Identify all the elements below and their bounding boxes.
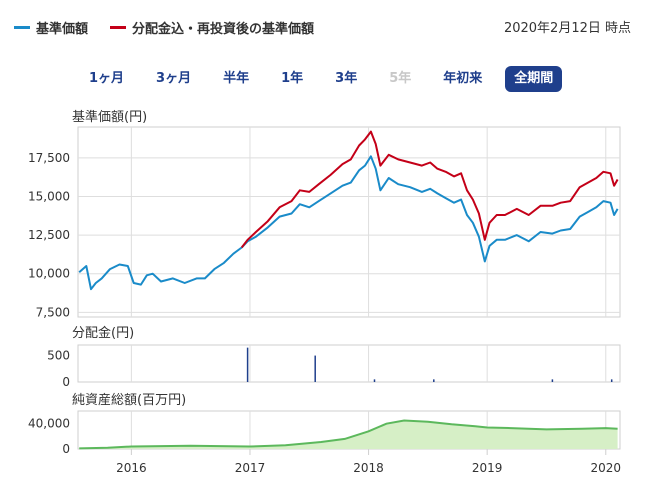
distribution-y-tick-label-1: 500 <box>47 349 70 363</box>
x-tick-label-2020: 2020 <box>590 461 621 475</box>
nav-y-tick-label-1: 10,000 <box>28 267 70 281</box>
distribution-bar-3 <box>433 379 435 382</box>
legend-swatch-reinvested <box>110 26 127 29</box>
assets-area-fill <box>79 420 618 449</box>
period-3-month-button[interactable]: 3ヶ月 <box>156 71 192 86</box>
nav-plot-frame <box>77 126 621 318</box>
nav-y-tick-label-2: 12,500 <box>28 228 70 242</box>
x-tick-label-2019: 2019 <box>472 461 503 475</box>
assets-area-line <box>79 419 618 450</box>
nav-panel-title: 基準価額(円) <box>72 110 148 125</box>
nav-series-line-1 <box>240 130 619 249</box>
period-selector: 1ヶ月 3ヶ月 半年 1年 3年 5年 年初来 全期間 <box>80 66 563 92</box>
period-half-year-button[interactable]: 半年 <box>223 71 250 86</box>
nav-y-tick-label-0: 7,500 <box>36 305 70 319</box>
legend-label-reinvested: 分配金込・再投資後の基準価額 <box>132 22 315 37</box>
nav-y-tick-label-3: 15,000 <box>28 190 70 204</box>
x-tick-label-2016: 2016 <box>116 461 147 475</box>
as-of-date: 2020年2月12日 時点 <box>503 21 631 36</box>
distribution-bar-2 <box>373 379 376 382</box>
assets-y-tick-label-1: 40,000 <box>28 417 70 431</box>
period-ytd-button[interactable]: 年初来 <box>443 71 483 86</box>
assets-panel-title: 純資産総額(百万円) <box>72 393 187 408</box>
distribution-plot-frame <box>77 344 621 383</box>
period-3-year-button[interactable]: 3年 <box>335 71 358 86</box>
legend: 基準価額 分配金込・再投資後の基準価額 <box>14 18 336 37</box>
period-1-month-button[interactable]: 1ヶ月 <box>89 71 125 86</box>
period-all-button[interactable]: 全期間 <box>505 66 563 92</box>
distribution-y-tick-label-0: 0 <box>62 375 70 389</box>
nav-series-line-0 <box>78 155 619 291</box>
period-1-year-button[interactable]: 1年 <box>281 71 304 86</box>
distribution-panel-title: 分配金(円) <box>72 326 135 341</box>
distribution-bar-5 <box>610 379 613 382</box>
period-5-year-button: 5年 <box>389 71 412 86</box>
assets-y-tick-label-0: 0 <box>62 442 70 456</box>
x-tick-label-2018: 2018 <box>353 461 384 475</box>
nav-y-tick-label-4: 17,500 <box>28 151 70 165</box>
distribution-bar-1 <box>314 355 316 382</box>
distribution-bar-0 <box>246 347 249 382</box>
distribution-bar-4 <box>551 379 554 382</box>
legend-item-reinvested[interactable]: 分配金込・再投資後の基準価額 <box>110 18 314 37</box>
x-tick-label-2017: 2017 <box>235 461 266 475</box>
legend-item-nav[interactable]: 基準価額 <box>14 18 88 37</box>
legend-label-nav: 基準価額 <box>36 22 89 37</box>
legend-swatch-nav <box>14 26 30 29</box>
